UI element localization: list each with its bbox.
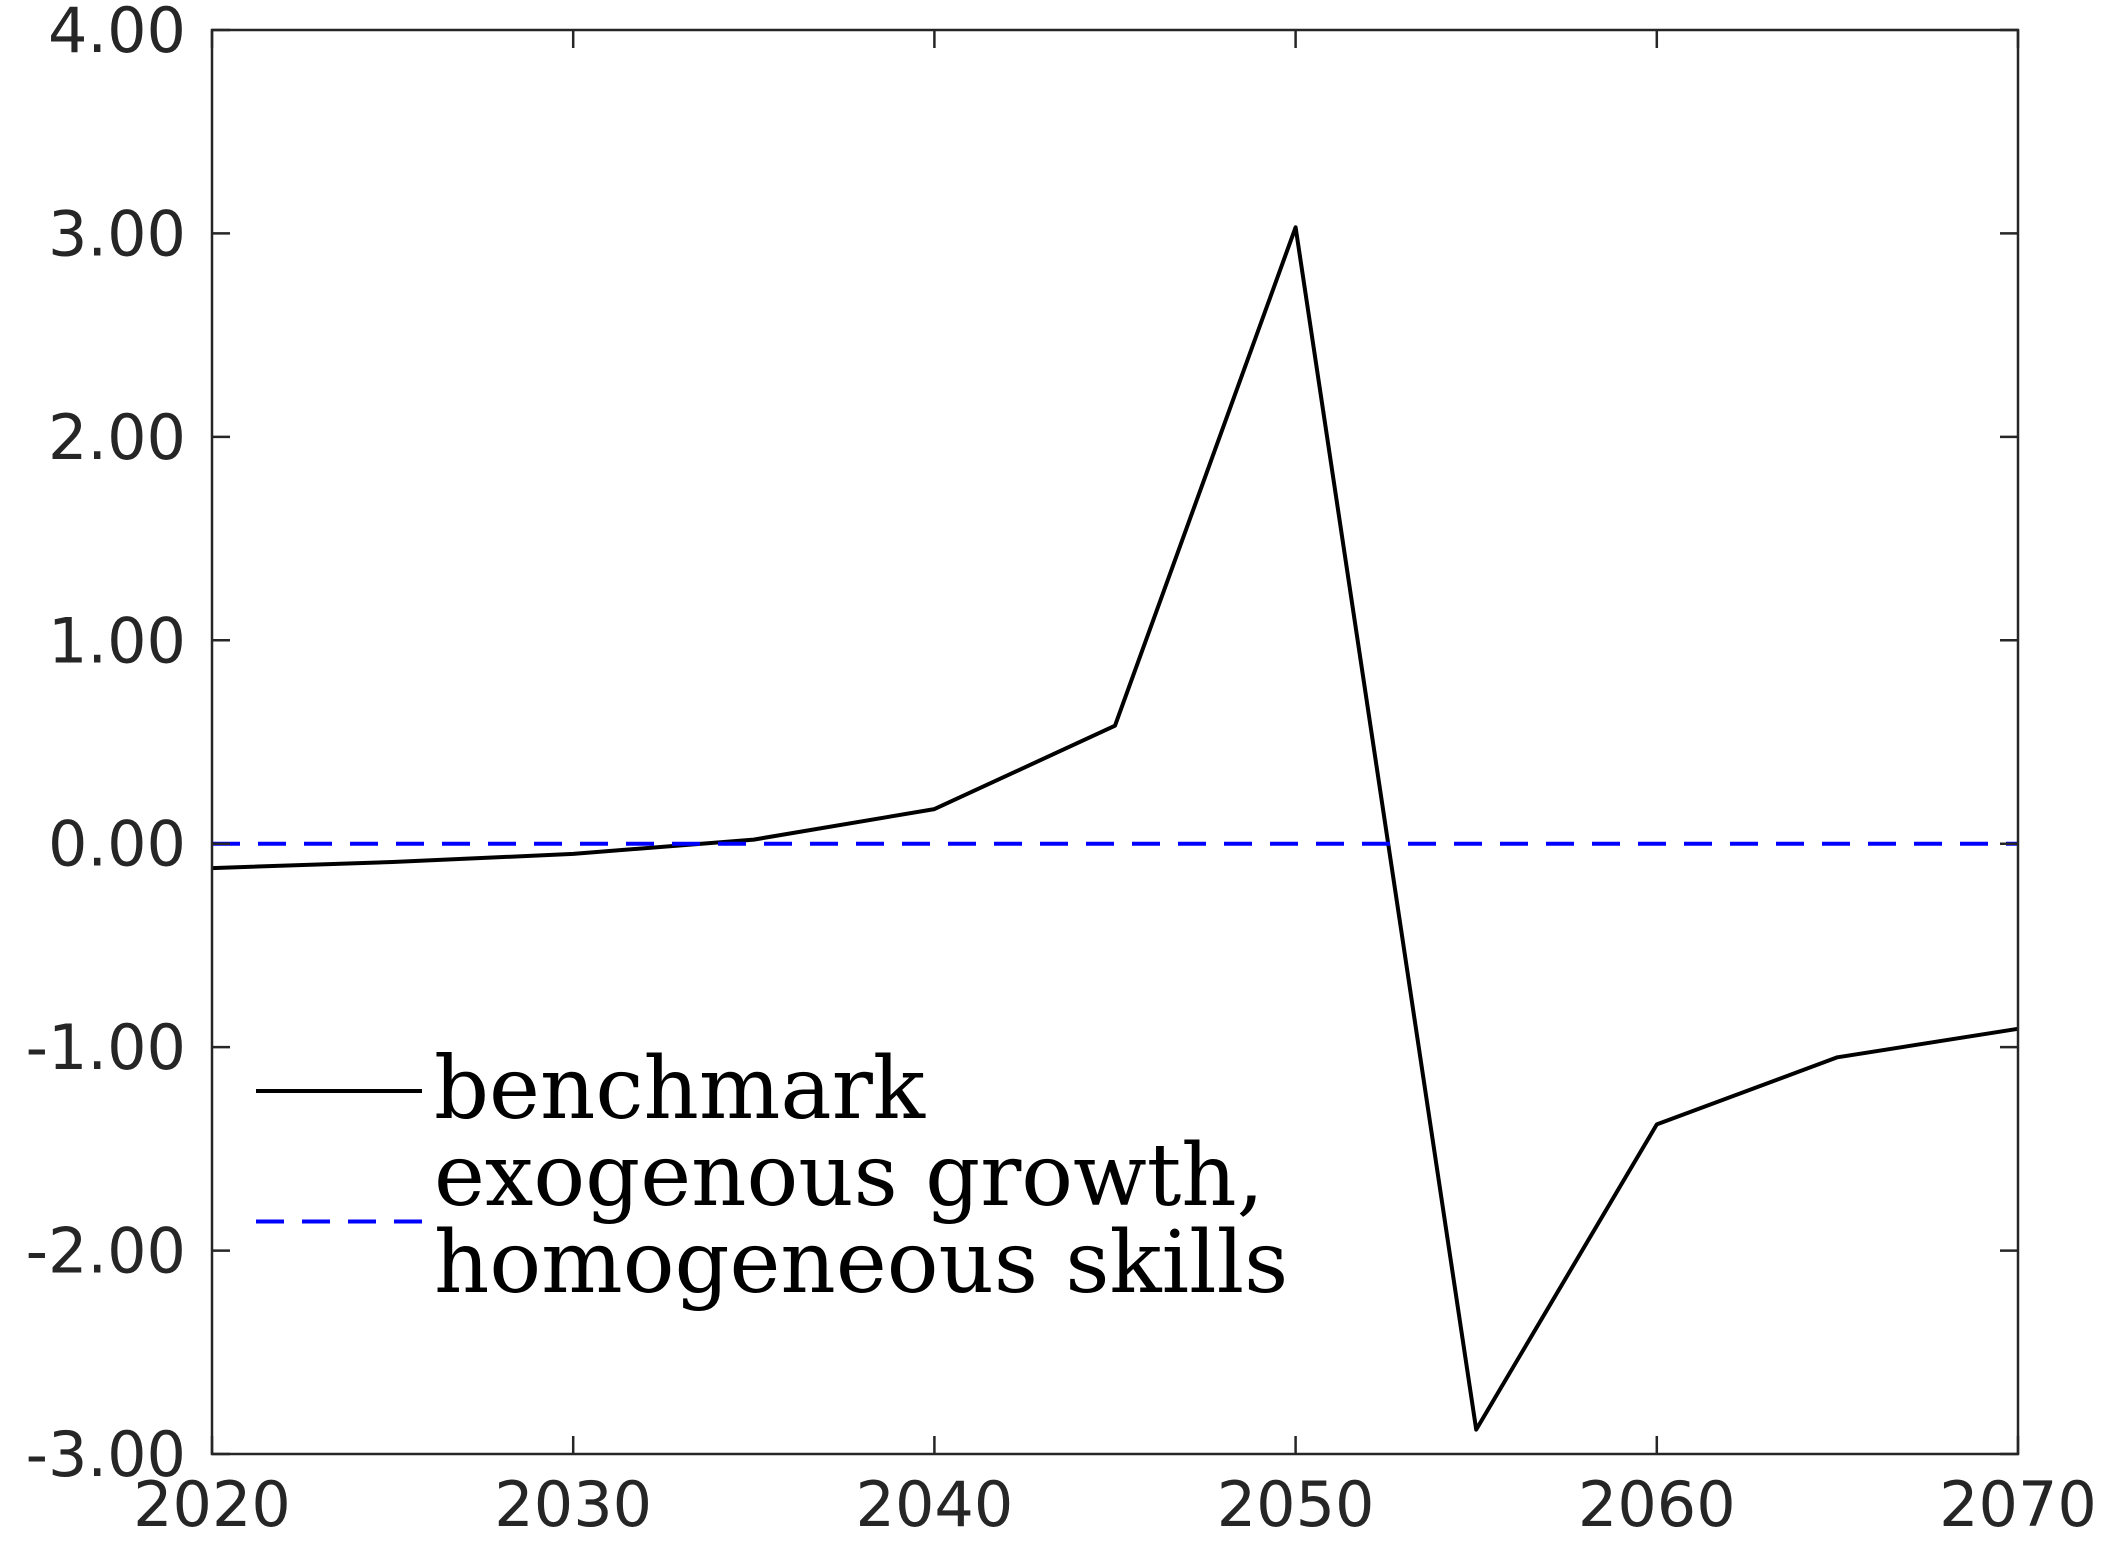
legend-label-1: exogenous growth, bbox=[434, 1126, 1264, 1226]
y-tick-label: -2.00 bbox=[26, 1215, 186, 1288]
x-tick-label: 2020 bbox=[133, 1468, 291, 1541]
axes-layer bbox=[210, 28, 2020, 1456]
series-layer bbox=[211, 225, 2019, 1432]
legend-label-1: homogeneous skills bbox=[434, 1213, 1288, 1313]
y-tick-label: 0.00 bbox=[48, 808, 186, 881]
legend-label-0: benchmark bbox=[434, 1039, 926, 1139]
y-tick-label: 4.00 bbox=[48, 0, 186, 67]
y-tick-label: 1.00 bbox=[48, 604, 186, 677]
x-tick-label: 2030 bbox=[494, 1468, 652, 1541]
ticks-layer: 2020 2030 2040 2050 2060 2070 4.00 3.00 2.00 1.00… bbox=[26, 0, 2097, 1541]
y-tick-label: 2.00 bbox=[48, 401, 186, 474]
x-tick-label: 2040 bbox=[856, 1468, 1014, 1541]
y-tick-label: 3.00 bbox=[48, 197, 186, 270]
x-tick-label: 2070 bbox=[1939, 1468, 2097, 1541]
x-tick-label: 2060 bbox=[1578, 1468, 1736, 1541]
plot-frame bbox=[210, 28, 2020, 1456]
series-line-0 bbox=[211, 225, 2019, 1432]
x-tick-label: 2050 bbox=[1217, 1468, 1375, 1541]
y-tick-label: -1.00 bbox=[26, 1011, 186, 1084]
y-tick-label: -3.00 bbox=[26, 1418, 186, 1491]
